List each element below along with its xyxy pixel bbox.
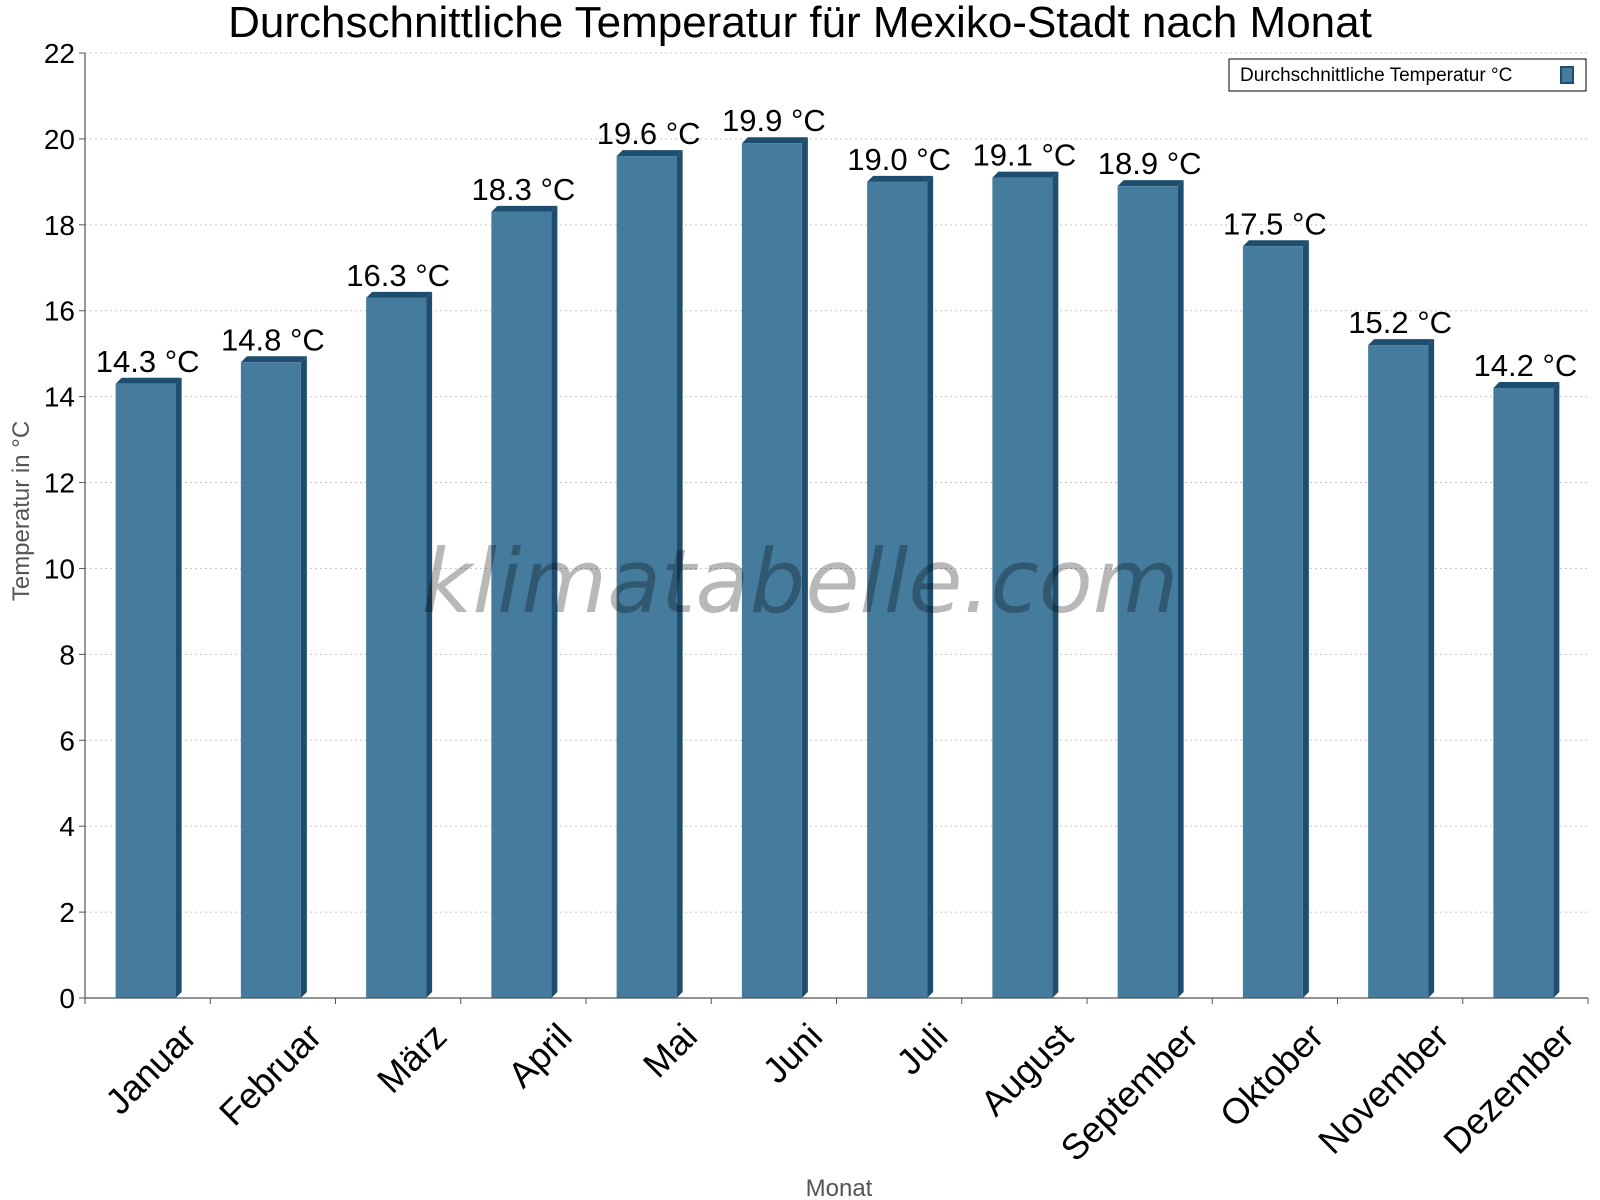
bar-side [1428, 339, 1435, 998]
y-tick-label: 8 [59, 639, 75, 670]
bar-group [741, 137, 808, 999]
bar-top [741, 137, 808, 144]
bar-side [927, 175, 934, 998]
data-label: 19.6 °C [597, 116, 701, 151]
y-tick-label: 10 [44, 553, 75, 584]
watermark-layer: klimatabelle.com [422, 530, 1179, 633]
bar-group [1242, 240, 1309, 998]
bar-group [115, 377, 182, 998]
bar-side [1302, 240, 1309, 998]
bar [491, 211, 552, 998]
bar-group [1493, 382, 1560, 999]
y-tick-label: 0 [59, 983, 75, 1014]
y-tick-label: 18 [44, 210, 75, 241]
bar-side [676, 150, 683, 998]
bar-top [491, 205, 558, 212]
bar-group [1368, 339, 1435, 998]
data-label: 19.1 °C [973, 138, 1077, 173]
bar-top [616, 150, 683, 157]
bar [992, 177, 1053, 998]
watermark: klimatabelle.com [422, 530, 1179, 633]
legend-swatch [1560, 66, 1574, 84]
bar-top [1242, 240, 1309, 247]
bar [240, 362, 301, 999]
bar [115, 383, 176, 998]
y-tick-label: 20 [44, 124, 75, 155]
y-tick-label: 2 [59, 897, 75, 928]
bar-side [1553, 382, 1560, 999]
legend: Durchschnittliche Temperatur °C [1228, 58, 1587, 92]
bar [616, 156, 677, 998]
bar-top [992, 171, 1059, 178]
bar [867, 181, 928, 998]
y-tick-label: 16 [44, 296, 75, 327]
bar [1242, 246, 1303, 998]
bar [1368, 345, 1429, 998]
bar-top [366, 291, 433, 298]
bar-group [616, 150, 683, 998]
bar [1493, 388, 1554, 999]
bar-group [366, 291, 433, 998]
data-label: 14.2 °C [1474, 348, 1578, 383]
data-label: 19.0 °C [847, 142, 951, 177]
bar [1117, 186, 1178, 999]
bar-group [1117, 180, 1184, 999]
bar-group [992, 171, 1059, 998]
chart-title: Durchschnittliche Temperatur für Mexiko-… [228, 0, 1372, 47]
bar-top [240, 356, 307, 363]
x-axis-title: Monat [806, 1175, 873, 1200]
bars [115, 137, 1560, 999]
y-tick-label: 4 [59, 811, 75, 842]
bar-top [1117, 180, 1184, 187]
bar-top [1368, 339, 1435, 346]
bar [741, 143, 802, 999]
data-label: 19.9 °C [722, 103, 826, 138]
y-tick-label: 6 [59, 725, 75, 756]
grid-lines [85, 52, 1588, 913]
bar-side [1177, 180, 1184, 999]
bar-side [551, 205, 558, 998]
bar-side [426, 291, 433, 998]
data-label: 17.5 °C [1223, 206, 1327, 241]
bar-side [300, 356, 307, 999]
data-label: 16.3 °C [346, 258, 450, 293]
data-label: 14.8 °C [221, 322, 325, 357]
y-tick-label: 14 [44, 382, 75, 413]
bar-group [867, 175, 934, 998]
y-tick-label: 12 [44, 468, 75, 499]
data-label: 18.3 °C [472, 172, 576, 207]
legend-label: Durchschnittliche Temperatur °C [1240, 65, 1512, 86]
y-tick-label: 22 [44, 38, 75, 69]
data-label: 14.3 °C [96, 344, 200, 379]
data-label: 18.9 °C [1098, 146, 1202, 181]
bar-side [175, 377, 182, 998]
data-labels: 14.3 °C 14.8 °C 16.3 °C 18.3 °C 19.6 °C 19.9 … [96, 103, 1577, 383]
bar-group [491, 205, 558, 998]
bar [366, 297, 427, 998]
bar-group [240, 356, 307, 999]
data-label: 15.2 °C [1348, 305, 1452, 340]
legend-box [1228, 58, 1587, 92]
bar-top [1493, 382, 1560, 389]
bar-top [867, 175, 934, 182]
bar-top [115, 377, 182, 384]
y-axis-title: Temperatur in °C [8, 421, 35, 601]
bar-side [1052, 171, 1059, 998]
bar-side [801, 137, 808, 999]
